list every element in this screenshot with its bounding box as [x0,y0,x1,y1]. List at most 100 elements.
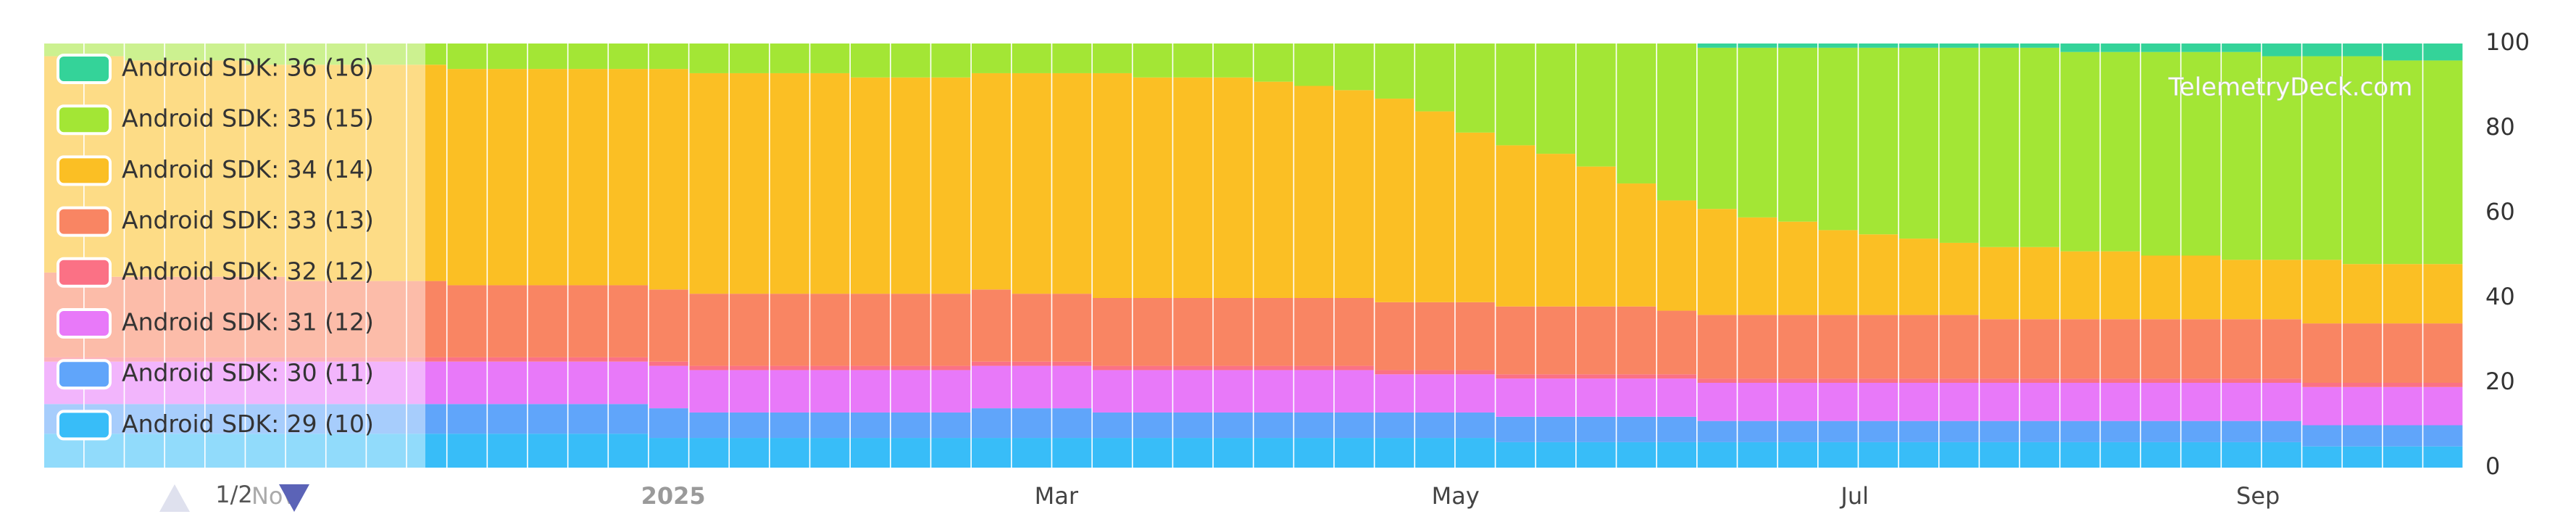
bar-segment [1455,44,1495,133]
bar-segment [730,370,770,413]
bar-segment [1133,412,1172,439]
legend-swatch[interactable] [57,206,112,237]
y-tick-label: 0 [2485,452,2500,480]
bar-segment [2019,383,2059,421]
bar-segment [1617,374,1656,379]
legend-label[interactable]: Android SDK: 31 (12) [122,308,374,336]
bar-segment [2262,378,2301,383]
bar-segment [246,404,285,434]
bar-segment [770,412,809,439]
bar-segment [2141,442,2180,468]
bar-segment [205,276,245,357]
bar-segment [2181,378,2221,383]
bar-segment [2060,383,2100,421]
bar-segment [2423,44,2463,61]
bar-segment [1617,378,1656,417]
bar-segment [246,65,285,277]
bar-segment [1859,47,1898,235]
legend-label[interactable]: Android SDK: 33 (13) [122,206,374,234]
bar-segment [931,438,971,468]
bar-segment [2262,44,2301,57]
bar-segment [1213,412,1253,439]
bar-segment [1213,365,1253,370]
bar-segment [1939,47,1979,243]
bar-segment [164,434,204,468]
legend-swatch[interactable] [57,359,112,390]
bar-segment [2383,44,2422,61]
bar-segment [2060,378,2100,383]
bar-segment [1738,47,1777,218]
bar-segment [1536,306,1576,375]
legend-label[interactable]: Android SDK: 29 (10) [122,410,374,438]
legend-label[interactable]: Android SDK: 32 (12) [122,257,374,285]
bar-segment [891,294,930,366]
bar-segment [447,69,487,286]
bar-segment [1576,166,1616,307]
bar-segment [164,357,204,362]
bar-segment [2222,378,2262,383]
legend: Android SDK: 36 (16) Android SDK: 35 (15)… [57,54,374,441]
bar-segment [246,361,285,405]
bar-segment [649,69,688,290]
bar-segment [1133,370,1172,413]
bar-segment [689,438,729,468]
pager-prev[interactable] [159,484,190,512]
bar-segment [1657,310,1697,375]
bar-segment [246,276,285,357]
bar-segment [1254,412,1293,439]
bar-segment [1859,315,1898,379]
bar-segment [1012,438,1051,468]
bar-segment [1294,86,1334,298]
bar-segment [568,434,608,468]
legend-swatch[interactable] [57,410,112,441]
bar-segment [1173,298,1213,366]
watermark: TelemetryDeck.com [2168,73,2413,102]
bar-segment [1818,230,1858,315]
legend-label[interactable]: Android SDK: 34 (14) [122,155,374,183]
bar-segment [2423,323,2463,383]
bar-segment [1213,298,1253,366]
bar-segment [1254,370,1293,413]
bar-segment [1334,90,1374,298]
bar-segment [770,438,809,468]
bar-segment [2383,425,2422,447]
bar-segment [1052,438,1092,468]
bar-segment [568,361,608,405]
bar-segment [407,44,446,65]
legend-label[interactable]: Android SDK: 35 (15) [122,104,374,133]
bar-segment [1334,365,1374,370]
legend-label[interactable]: Android SDK: 36 (16) [122,54,374,82]
bar-segment [1052,365,1092,409]
bar-segment [285,434,325,468]
bar-segment [488,404,528,434]
bar-segment [2019,246,2059,320]
bar-segment [770,44,809,73]
bar-segment [1697,442,1737,468]
bar-segment [1052,72,1092,294]
bar-segment [568,69,608,286]
bar-segment [971,72,1011,290]
bar-segment [568,44,608,70]
bar-segment [2101,319,2141,379]
pager-next[interactable] [279,484,309,512]
legend-label[interactable]: Android SDK: 30 (11) [122,359,374,387]
legend-swatch[interactable] [57,257,112,288]
legend-swatch[interactable] [57,54,112,84]
bar-segment [2019,44,2059,48]
bar-segment [1213,44,1253,78]
bar-segment [488,44,528,70]
bar-segment [1818,47,1858,231]
bar-segment [2101,378,2141,383]
bar-segment [689,72,729,294]
bar-segment [1777,47,1817,222]
legend-swatch[interactable] [57,308,112,339]
bar-segment [1738,315,1777,379]
bar-segment [1697,47,1737,210]
bar-segment [1334,44,1374,91]
x-tick-label: 2025 [641,482,706,510]
bar-segment [1859,234,1898,315]
legend-swatch[interactable] [57,104,112,136]
x-tick-label: Jul [1839,482,1869,510]
bar-segment [125,60,164,277]
legend-swatch[interactable] [57,155,112,186]
